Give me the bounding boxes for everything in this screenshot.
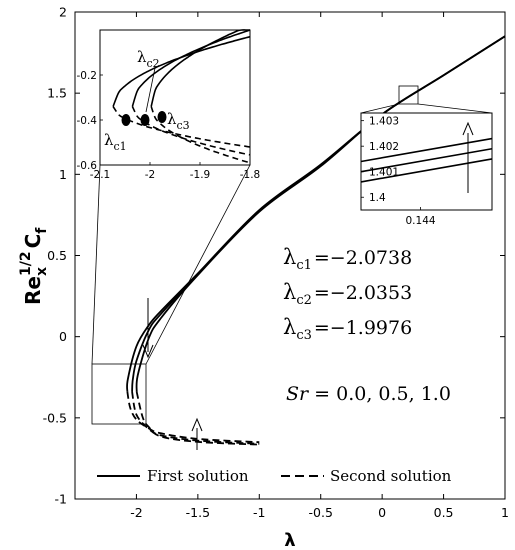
inset-left-y-tick-label: -0.4 xyxy=(77,115,98,127)
inset-right-y-tick-label: 1.402 xyxy=(369,141,399,153)
ylabel-base: Re xyxy=(21,276,45,305)
inset-left-labels: λc2 λc3 λc1 xyxy=(104,48,190,153)
critical-point-c2 xyxy=(140,114,150,126)
second-solution-curve-3 xyxy=(135,391,260,446)
inset-left-second-curve-3 xyxy=(150,106,251,164)
zoom-box-right xyxy=(398,85,419,105)
inset-left-x-tick-label: -1.9 xyxy=(190,169,211,181)
c2-pointer xyxy=(145,67,156,113)
connector-right-1 xyxy=(360,103,400,114)
y-tick-label: 1 xyxy=(59,167,67,182)
inset-left-x-tick-label: -1.8 xyxy=(240,169,261,181)
lambda-c3-annotation: λc3 =−1.9976 xyxy=(283,315,412,343)
inset-left-second-curve-2 xyxy=(131,106,251,156)
inset-left-x-tick-label: -2.1 xyxy=(90,169,111,181)
inset-right-x-tick-label: 0.144 xyxy=(406,215,436,227)
inset-left-y-tick-label: -0.2 xyxy=(77,70,98,82)
second-solution-curve-1 xyxy=(126,391,260,444)
ylabel-sup: 1/2 xyxy=(18,251,34,276)
lambda-c1-annotation: λc1 =−2.0738 xyxy=(283,245,412,273)
inset-right-arrow xyxy=(462,121,474,193)
inset-right-curve-1 xyxy=(360,137,493,163)
critical-values: λc1 =−2.0738 λc2 =−2.0353 λc3 =−1.9976 Sr =… xyxy=(283,245,451,405)
y-tick-label: 1.5 xyxy=(47,86,67,101)
inset-left-y-tick-label: -0.6 xyxy=(77,160,98,172)
x-tick-label: -0.5 xyxy=(309,505,333,520)
arrow-down xyxy=(142,298,154,359)
legend-second-solution: Second solution xyxy=(330,467,452,485)
inset-left-x-tick-label: -2 xyxy=(145,169,155,181)
inset-left-markers xyxy=(121,111,167,126)
connector-left-1 xyxy=(91,164,101,365)
legend: First solution Second solution xyxy=(97,467,452,485)
y-tick-label: 0.5 xyxy=(47,248,67,263)
critical-point-c3 xyxy=(157,111,167,123)
second-solution-curve-2 xyxy=(131,391,260,445)
y-tick-label: 2 xyxy=(59,5,67,20)
critical-point-c1 xyxy=(121,114,131,126)
inset-right-curve-2 xyxy=(360,147,493,173)
ylabel-sub: x xyxy=(34,267,50,276)
x-tick-label: -2 xyxy=(130,505,142,520)
x-axis-label: λ xyxy=(284,530,295,550)
legend-first-solution: First solution xyxy=(147,467,249,485)
first-solution-curve-3 xyxy=(135,35,506,392)
x-tick-label: -1.5 xyxy=(186,505,210,520)
inset-right-ticks: 0.144 1.4 1.401 1.402 1.403 xyxy=(361,116,436,227)
inset-right-y-tick-label: 1.401 xyxy=(369,167,399,179)
lambda-c2-annotation: λc2 =−2.0353 xyxy=(283,280,412,308)
x-tick-label: 0 xyxy=(378,505,386,520)
zoom-box-left xyxy=(91,363,147,425)
connector-right-2 xyxy=(417,103,493,114)
x-tick-label: 1 xyxy=(501,505,509,520)
inset-right-y-tick-label: 1.403 xyxy=(369,116,399,128)
inset-left-ticks: -2.1 -2 -1.9 -1.8 -0.2 -0.4 -0.6 xyxy=(77,70,261,181)
inset-label-c1: λc1 xyxy=(104,131,127,153)
ylabel-main-sub: f xyxy=(34,227,50,234)
arrow-up xyxy=(191,417,203,450)
inset-left-first-curve-3 xyxy=(150,29,250,107)
inset-right-curves xyxy=(360,137,493,183)
inset-right-curve-3 xyxy=(360,158,493,183)
x-tick-label: 0.5 xyxy=(434,505,454,520)
main-curves xyxy=(126,35,506,446)
x-tick-label: -1 xyxy=(253,505,265,520)
inset-left-curves xyxy=(112,29,251,164)
y-tick-label: -1 xyxy=(55,492,67,507)
inset-label-c2: λc2 xyxy=(137,48,160,70)
ylabel-main: C xyxy=(21,234,45,249)
inset-left-first-curve-2 xyxy=(131,29,251,107)
y-tick-label: 0 xyxy=(59,329,67,344)
sr-annotation: Sr = 0.0, 0.5, 1.0 xyxy=(286,383,451,405)
inset-label-c3: λc3 xyxy=(167,110,190,132)
y-tick-label: -0.5 xyxy=(43,410,67,425)
connector-left-2 xyxy=(145,164,251,365)
inset-left-second-curve-1 xyxy=(112,106,251,148)
main-ticks: -2 -1.5 -1 -0.5 0 0.5 1 -1 -0.5 0 0.5 1 1.5 2 xyxy=(43,5,509,521)
inset-right-y-tick-label: 1.4 xyxy=(369,192,386,204)
svg-text:Rex1/2Cf: Rex1/2 Cf xyxy=(18,227,50,305)
y-axis-label: Rex1/2 Cf xyxy=(18,227,50,305)
